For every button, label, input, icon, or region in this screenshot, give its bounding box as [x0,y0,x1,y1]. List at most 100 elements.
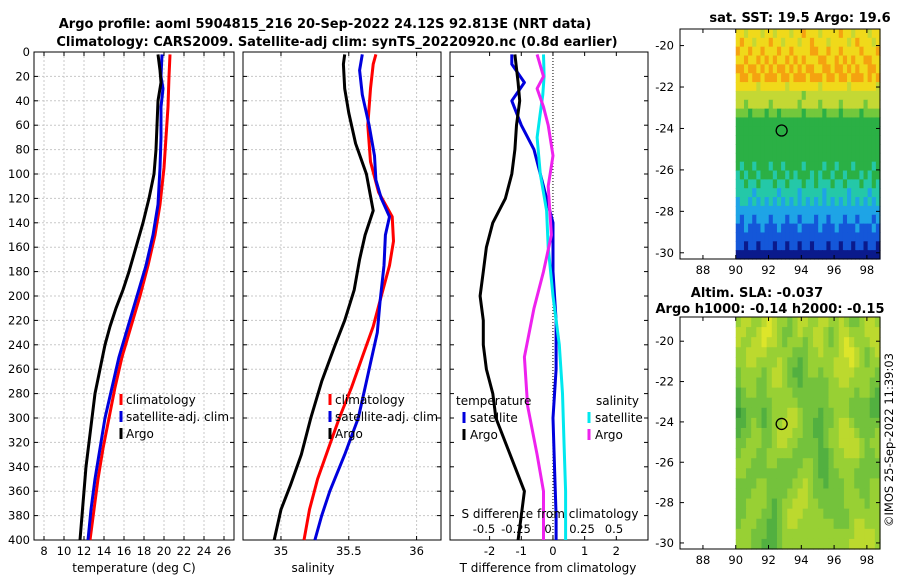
heatmap-cell [748,64,753,74]
heatmap-cell [748,90,753,101]
heatmap-cell [805,126,811,136]
heatmap-cell [818,528,824,540]
heatmap-cell [781,73,786,83]
heatmap-cell [871,55,877,65]
heatmap-cell [822,144,828,154]
series-line-argo [272,54,375,541]
heatmap-cell [813,478,819,490]
heatmap-cell [752,241,757,251]
heatmap-cell [787,438,794,449]
heatmap-cell [838,99,844,110]
heatmap-cell [743,55,749,65]
heatmap-cell [823,367,830,379]
heatmap-cell [826,99,832,110]
heatmap-cell [814,197,819,207]
heatmap-cell [838,241,844,251]
heatmap-cell [740,367,747,379]
heatmap-cell [797,126,803,136]
heatmap-cell [855,144,860,154]
heatmap-cell [785,90,790,101]
heatmap-cell [746,387,752,399]
heatmap-cell [771,538,778,550]
heatmap-cell [739,223,745,234]
heatmap-cell [752,161,757,172]
heatmap-cell [771,498,778,510]
heatmap-cell [818,357,824,369]
heatmap-cell [797,397,804,409]
heatmap-cell [875,135,881,145]
heatmap-cell [801,135,807,145]
heatmap-cell [851,144,856,154]
heatmap-cell [859,538,866,550]
heatmap-cell [776,188,782,198]
heatmap-cell [766,448,773,459]
heatmap-cell [743,108,749,119]
heatmap-cell [814,241,819,251]
heatmap-cell [814,46,819,57]
heatmap-cell [813,538,819,550]
heatmap-cell [807,518,814,530]
heatmap-cell [807,478,814,490]
heatmap-cell [830,55,836,65]
heatmap-cell [793,55,799,65]
heatmap-cell [801,223,807,234]
heatmap-cell [851,37,856,48]
heatmap-cell [764,214,770,225]
heatmap-cell [859,250,865,260]
heatmap-cell [801,250,807,260]
heatmap-cell [760,179,766,189]
heatmap-cell [826,82,832,92]
heatmap-cell [838,214,844,225]
heatmap-cell [823,317,830,328]
heatmap-cell [785,55,790,65]
heatmap-cell [785,37,790,48]
heatmap-cell [756,205,762,216]
heatmap-cell [776,170,782,180]
heatmap-cell [760,126,766,136]
heatmap-cell [875,250,881,260]
heatmap-cell [735,317,742,328]
heatmap-cell [797,317,804,328]
heatmap-cell [809,108,815,119]
heatmap-cell [849,538,855,550]
heatmap-cell [833,478,840,490]
heatmap-cell [849,407,855,419]
heatmap-cell [756,152,762,163]
heatmap-cell [764,241,770,251]
heatmap-cell [764,232,770,242]
heatmap-cell [830,214,836,225]
x-tick-label: 8 [40,544,47,558]
heatmap-cell [826,144,832,154]
heatmap-cell [756,488,763,500]
heatmap-cell [776,37,782,48]
legend-label: Argo [595,428,623,442]
heatmap-cell [859,508,866,520]
heatmap-cell [828,427,835,439]
heatmap-cell [875,214,881,225]
heatmap-cell [735,438,742,449]
heatmap-cell [761,357,768,369]
heatmap-cell [818,458,824,469]
heatmap-cell [818,73,823,83]
heatmap-cell [756,241,762,251]
heatmap-cell [735,357,742,369]
heatmap-cell [793,179,799,189]
heatmap-cell [751,417,757,429]
heatmap-cell [785,46,790,57]
heatmap-cell [805,161,811,172]
heatmap-cell [849,367,855,379]
heatmap-cell [849,488,855,500]
heatmap-cell [807,347,814,358]
heatmap-cell [768,37,774,48]
heatmap-cell [781,29,786,39]
heatmap-cell [787,488,794,500]
heatmap-cell [756,126,762,136]
heatmap-cell [735,337,742,348]
legend-label: Argo [335,427,363,441]
heatmap-cell [818,417,824,429]
heatmap-cell [842,82,848,92]
heatmap-cell [847,161,852,172]
heatmap-cell [863,90,869,101]
heatmap-cell [743,99,749,110]
heatmap-cell [792,407,799,419]
